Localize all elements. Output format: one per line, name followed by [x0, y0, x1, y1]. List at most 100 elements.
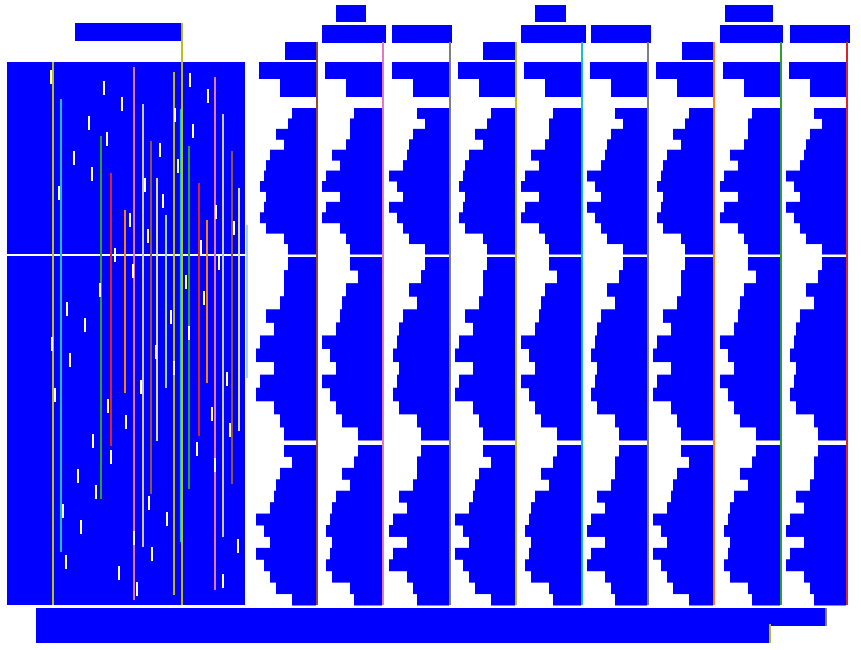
column-step — [790, 513, 846, 526]
left-tick — [233, 221, 235, 235]
column-step — [744, 283, 780, 297]
column-step — [393, 387, 449, 402]
column-step — [615, 413, 647, 428]
column-step — [720, 335, 780, 349]
column-step — [623, 257, 647, 271]
column-step — [611, 79, 647, 97]
header-bar — [725, 5, 773, 22]
column-step — [615, 593, 647, 606]
left-tick — [129, 213, 131, 227]
column-step — [358, 426, 382, 441]
column-step — [529, 387, 581, 402]
bottom-bar — [36, 608, 826, 626]
column-step — [535, 322, 581, 336]
column-step — [814, 467, 846, 480]
column-step — [615, 108, 647, 119]
column-step — [595, 212, 647, 224]
column-step — [720, 212, 780, 224]
column-step — [590, 62, 647, 79]
column-step — [810, 582, 846, 595]
column-step — [720, 374, 780, 389]
column-step — [673, 479, 713, 492]
column-step — [465, 222, 515, 234]
column-step — [541, 296, 581, 310]
column-step — [796, 322, 846, 336]
column-step — [354, 593, 382, 606]
column-step — [744, 139, 780, 151]
left-vertical-line — [156, 178, 158, 441]
column-step — [587, 525, 647, 537]
column-step — [539, 222, 581, 234]
column-step — [531, 570, 581, 583]
column-step — [814, 108, 846, 119]
column-step — [292, 108, 316, 119]
column-step — [266, 191, 316, 203]
column-step — [623, 243, 647, 255]
column-step — [673, 582, 713, 595]
column-line — [780, 42, 782, 605]
column-step — [491, 593, 515, 606]
header-bar — [285, 42, 316, 60]
column-step — [521, 374, 581, 389]
column-step — [790, 387, 846, 402]
column-step — [794, 374, 846, 389]
column-step — [393, 547, 449, 560]
left-vertical-line — [165, 215, 167, 388]
column-step — [260, 335, 316, 349]
column-step — [814, 413, 846, 428]
column-step — [322, 181, 382, 192]
column-step — [529, 348, 581, 363]
column-step — [535, 490, 581, 503]
column-step — [804, 570, 846, 583]
column-step — [330, 547, 382, 560]
column-step — [615, 467, 647, 480]
column-step — [413, 479, 449, 492]
column-step — [455, 513, 515, 526]
left-tick — [103, 81, 105, 95]
column-step — [806, 139, 846, 151]
column-step — [455, 387, 515, 402]
column-step — [326, 525, 382, 537]
column-step — [479, 413, 515, 428]
column-step — [350, 118, 382, 130]
column-step — [326, 170, 382, 182]
column-step — [796, 490, 846, 503]
column-step — [389, 559, 449, 572]
column-step — [465, 309, 515, 323]
column-step — [667, 570, 713, 583]
column-step — [463, 201, 515, 213]
left-tick — [174, 108, 176, 122]
header-bar — [790, 25, 850, 43]
column-line — [581, 42, 583, 605]
left-tick — [140, 380, 142, 394]
left-vertical-line — [206, 220, 208, 383]
column-step — [350, 479, 382, 492]
column-step — [425, 243, 449, 255]
column-step — [814, 456, 846, 469]
column-step — [276, 128, 316, 140]
column-step — [810, 79, 846, 97]
left-tick — [73, 151, 75, 165]
column-step — [407, 502, 449, 515]
column-step — [663, 222, 713, 234]
column-step — [557, 270, 581, 284]
left-tick — [215, 205, 217, 219]
column-step — [535, 361, 581, 376]
column-step — [794, 212, 846, 224]
left-tick — [207, 89, 209, 103]
column-step — [689, 593, 713, 606]
column-step — [730, 536, 780, 549]
column-step — [587, 201, 647, 213]
column-step — [786, 559, 846, 572]
left-tick — [65, 555, 67, 569]
column-step — [397, 212, 449, 224]
column-step — [473, 400, 515, 415]
column-step — [730, 149, 780, 161]
column-step — [553, 108, 581, 119]
column-step — [413, 582, 449, 595]
column-step — [288, 118, 316, 130]
column-step — [455, 547, 515, 560]
column-step — [358, 270, 382, 284]
column-step — [657, 374, 713, 389]
